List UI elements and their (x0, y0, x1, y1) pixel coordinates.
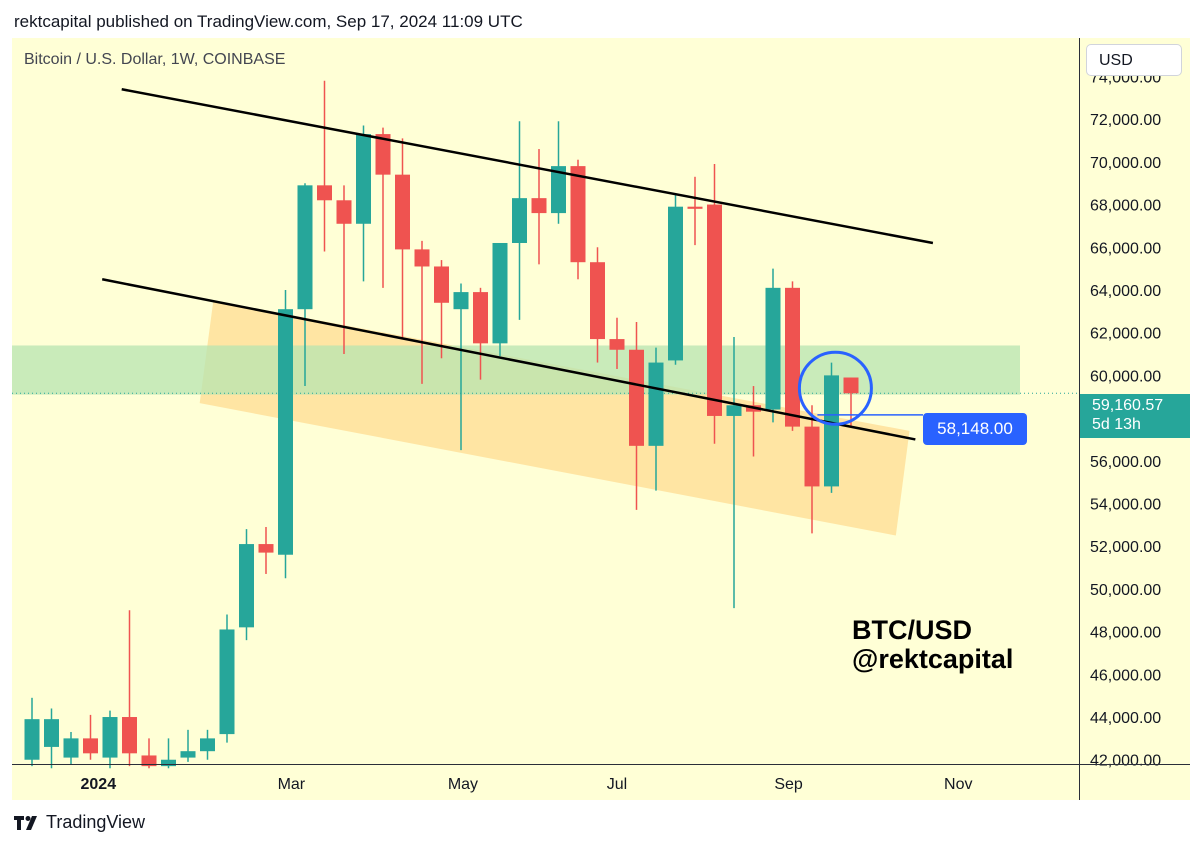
x-tick-label: Mar (278, 776, 306, 793)
y-tick-label: 42,000.00 (1090, 753, 1161, 770)
footer-brand-label: TradingView (46, 812, 146, 832)
y-tick-label: 72,000.00 (1090, 112, 1161, 129)
candle-body (512, 198, 527, 243)
candle-body (824, 375, 839, 487)
candle-body (180, 751, 196, 758)
candle-body (258, 544, 274, 553)
x-tick-label: Nov (944, 776, 972, 793)
footer-brand[interactable]: TradingView (14, 812, 145, 833)
green-support-zone (12, 345, 1020, 395)
candle-body (590, 262, 605, 340)
x-tick-label: May (448, 776, 478, 793)
watermark-line-2: @rektcapital (852, 644, 1014, 674)
price-axis-border (1079, 38, 1080, 800)
candle-body (434, 266, 449, 303)
currency-button[interactable]: USD (1086, 44, 1182, 76)
y-tick-label: 52,000.00 (1090, 539, 1161, 556)
y-tick-label: 68,000.00 (1090, 198, 1161, 215)
publisher-header: rektcapital published on TradingView.com… (14, 12, 523, 31)
candle-body (83, 738, 98, 754)
candle-body (356, 134, 371, 224)
candle-body (63, 738, 79, 758)
candle-body (161, 759, 176, 767)
candle-body (687, 206, 703, 209)
candle-body (492, 242, 508, 344)
y-tick-label: 44,000.00 (1090, 710, 1161, 727)
y-tick-label: 64,000.00 (1090, 283, 1161, 300)
price-chart[interactable]: 74,000.0072,000.0070,000.0068,000.0066,0… (12, 38, 1190, 800)
candle-body (804, 426, 820, 487)
y-tick-label: 48,000.00 (1090, 625, 1161, 642)
y-tick-label: 60,000.00 (1090, 368, 1161, 385)
candle-body (200, 738, 215, 752)
candle-body (531, 198, 547, 214)
candle-body (44, 719, 59, 747)
y-tick-label: 62,000.00 (1090, 326, 1161, 343)
candle-body (668, 206, 683, 361)
price-callout: 58,148.00 (923, 413, 1027, 445)
candle-body (707, 204, 722, 416)
candle-body (648, 362, 664, 446)
y-tick-label: 70,000.00 (1090, 155, 1161, 172)
candle-body (102, 717, 118, 758)
upper-channel-trendline (121, 88, 934, 245)
candle-body (414, 249, 430, 267)
candle-body (336, 200, 352, 224)
candle-body (219, 629, 235, 735)
author-watermark: BTC/USD @rektcapital (852, 616, 1013, 674)
candle-body (375, 134, 391, 175)
chart-frame[interactable]: 74,000.00 72,000.00 70,000.00 68,000.00 66,0… (12, 38, 1190, 800)
candle-body (24, 719, 40, 760)
candle-body (278, 309, 293, 555)
watermark-line-1: BTC/USD (852, 615, 972, 645)
x-tick-label: 2024 (81, 776, 117, 793)
candle-body (317, 185, 332, 201)
x-tick-label: Sep (774, 776, 803, 793)
candle-body (453, 292, 469, 310)
candle-body (141, 755, 157, 767)
y-tick-label: 54,000.00 (1090, 496, 1161, 513)
y-tick-label: 46,000.00 (1090, 667, 1161, 684)
candle-body (570, 166, 586, 263)
bar-countdown: 5d 13h (1092, 416, 1141, 433)
candle-body (551, 166, 566, 214)
symbol-title: Bitcoin / U.S. Dollar, 1W, COINBASE (24, 51, 286, 68)
current-price-value: 59,160.57 (1092, 397, 1164, 414)
tradingview-logo-icon (14, 815, 37, 830)
candle-body (629, 349, 644, 446)
lower-channel-trendline (101, 278, 916, 441)
candle-body (726, 405, 742, 416)
current-price-label: 59,160.57 5d 13h (1080, 394, 1190, 438)
candle-body (765, 287, 781, 410)
time-axis-border (12, 764, 1190, 765)
y-tick-label: 56,000.00 (1090, 454, 1161, 471)
highlight-circle (797, 350, 873, 426)
candle-body (122, 717, 137, 754)
candle-body (785, 287, 800, 427)
candle-body (473, 292, 488, 344)
candle-body (609, 339, 625, 350)
candle-body (395, 174, 410, 250)
candle-body (297, 185, 313, 310)
x-tick-label: Jul (607, 776, 627, 793)
candle-body (239, 544, 254, 628)
y-tick-label: 50,000.00 (1090, 582, 1161, 599)
candle-body (843, 377, 859, 394)
y-tick-label: 66,000.00 (1090, 240, 1161, 257)
